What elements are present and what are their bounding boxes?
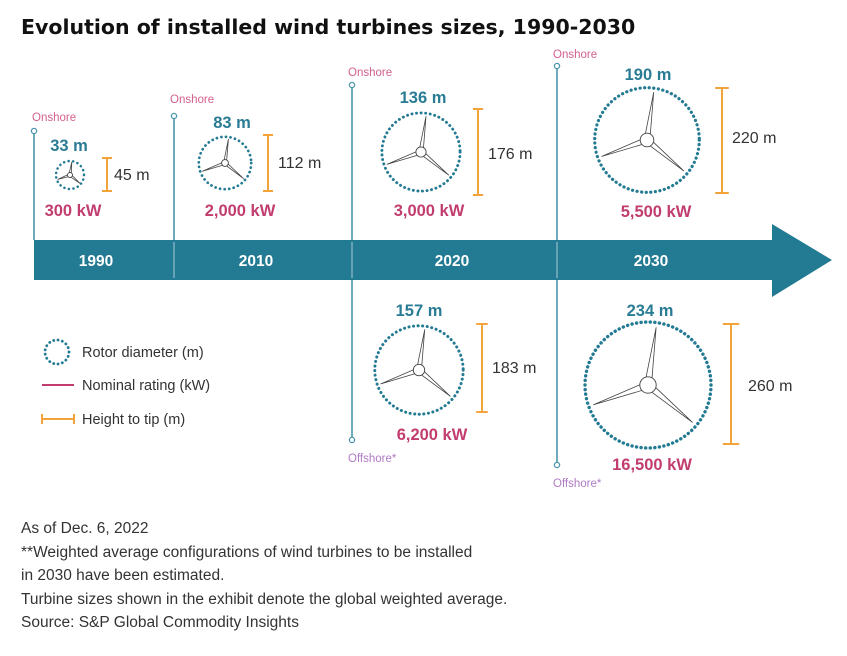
year-label-2020: 2020 [435, 253, 469, 270]
hub [221, 159, 229, 167]
note-estimate-continued: in 2030 have been estimated. [21, 567, 225, 584]
turbine-2020-onshore [380, 108, 484, 196]
legend: Rotor diameter (m) Nominal rating (kW) H… [41, 338, 210, 428]
hub [67, 172, 73, 178]
stem-2030-bottom-dot [553, 461, 561, 469]
rotor-circle [54, 159, 86, 191]
chart-title: Evolution of installed wind turbines siz… [21, 15, 635, 39]
year-label-2030: 2030 [634, 253, 668, 270]
year-label-1990: 1990 [79, 253, 113, 270]
onshore-tag-1990: Onshore [32, 112, 76, 124]
height-label-2010: 112 m [278, 155, 321, 172]
diameter-label-2020-offshore: 157 m [396, 302, 443, 320]
turbine-2030-offshore [583, 320, 740, 450]
hub [412, 363, 426, 377]
rating-label-2020: 3,000 kW [394, 202, 465, 220]
stem-1990-dot [30, 127, 38, 135]
year-label-2010: 2010 [239, 253, 273, 270]
note-global-average: Turbine sizes shown in the exhibit denot… [21, 590, 508, 608]
note-estimate: **Weighted average configurations of win… [21, 543, 473, 561]
rotor-circle [380, 111, 462, 193]
footnotes: As of Dec. 6, 2022 **Weighted average co… [21, 517, 821, 635]
stem-2010-dot [170, 112, 178, 120]
height-label-1990: 45 m [114, 167, 150, 184]
stem-2020-top-dot [348, 81, 356, 89]
hub [639, 376, 657, 394]
note-source: Source: S&P Global Commodity Insights [21, 614, 299, 631]
diameter-label-2030-offshore: 234 m [627, 302, 674, 320]
rotor-circle [373, 324, 465, 416]
turbine-2020-offshore [373, 323, 488, 416]
note-date: As of Dec. 6, 2022 [21, 520, 149, 537]
rotor-circle [593, 86, 701, 194]
legend-rotor-label: Rotor diameter (m) [82, 345, 204, 361]
hub [639, 132, 655, 148]
height-label-2030: 220 m [732, 130, 776, 147]
legend-height-swatch [41, 414, 75, 424]
wind-turbine-chart: Evolution of installed wind turbines siz… [21, 15, 832, 490]
offshore-tag-2030: Offshore* [553, 478, 602, 490]
height-label-2030-offshore: 260 m [748, 378, 792, 395]
rotor-circle [583, 320, 713, 450]
rotor-circle [197, 135, 253, 191]
hub [415, 146, 427, 158]
stem-2020-bottom-dot [348, 436, 356, 444]
legend-height-label: Height to tip (m) [82, 412, 185, 428]
diameter-label-2010: 83 m [213, 114, 251, 132]
onshore-tag-2020: Onshore [348, 67, 392, 79]
rating-label-1990: 300 kW [45, 202, 102, 220]
diameter-label-2020: 136 m [400, 89, 447, 107]
diameter-label-2030: 190 m [625, 66, 672, 84]
diameter-label-1990: 33 m [50, 137, 88, 155]
legend-rotor-swatch [43, 338, 71, 366]
rating-label-2010: 2,000 kW [205, 202, 276, 220]
legend-rating-label: Nominal rating (kW) [82, 378, 210, 394]
offshore-tag-2020: Offshore* [348, 453, 397, 465]
timeline-arrow [34, 224, 832, 297]
rating-label-2020-offshore: 6,200 kW [397, 426, 468, 444]
onshore-tag-2010: Onshore [170, 94, 214, 106]
rating-label-2030-offshore: 16,500 kW [612, 456, 692, 474]
turbine-1990-onshore [54, 157, 112, 192]
onshore-tag-2030: Onshore [553, 49, 597, 61]
rating-label-2030: 5,500 kW [621, 203, 692, 221]
height-label-2020: 176 m [488, 146, 532, 163]
stem-2030-top-dot [553, 62, 561, 70]
height-label-2020-offshore: 183 m [492, 360, 536, 377]
turbine-2010-onshore [197, 134, 273, 192]
turbine-2030-onshore [593, 86, 729, 194]
